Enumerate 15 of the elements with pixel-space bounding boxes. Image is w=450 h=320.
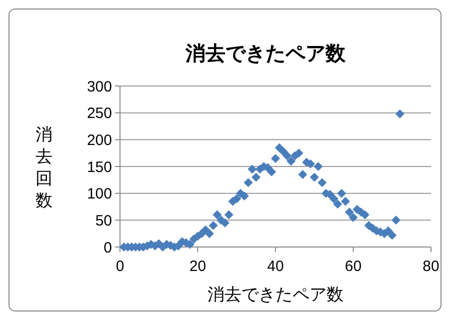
y-tick-label: 150 xyxy=(86,158,112,176)
chart-title: 消去できたペア数 xyxy=(184,43,346,65)
y-tick-label: 50 xyxy=(95,212,112,230)
x-tick-label: 40 xyxy=(267,258,284,275)
x-tick-label: 60 xyxy=(344,258,362,275)
x-tick-label: 20 xyxy=(189,258,206,275)
x-tick-label: 0 xyxy=(116,258,124,275)
x-tick-label: 80 xyxy=(422,258,440,275)
y-tick-label: 250 xyxy=(86,105,112,122)
x-axis-title: 消去できたペア数 xyxy=(208,285,344,304)
y-tick-label: 100 xyxy=(86,186,112,203)
y-tick-label: 200 xyxy=(86,132,112,149)
y-axis-title: 消去回数 xyxy=(36,125,52,210)
y-tick-label: 0 xyxy=(104,239,112,256)
y-tick-label: 300 xyxy=(86,78,112,96)
